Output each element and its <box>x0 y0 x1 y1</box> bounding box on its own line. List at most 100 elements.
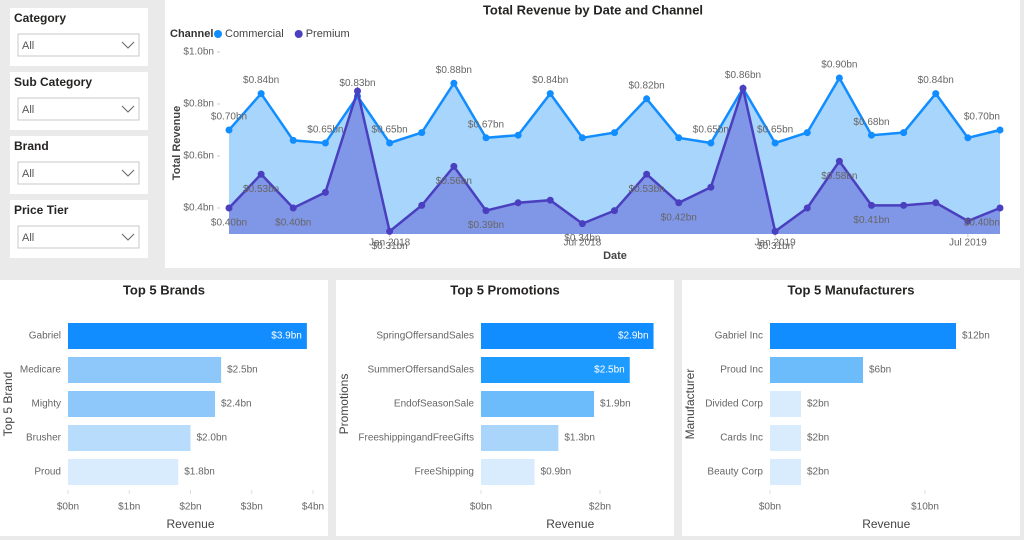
data-label: $2.5bn <box>227 365 258 376</box>
point <box>964 134 972 142</box>
point <box>386 139 394 147</box>
point <box>803 129 811 137</box>
x-tick-label: $2bn <box>179 502 201 513</box>
data-label: $0.40bn <box>964 218 1000 229</box>
legend-marker <box>214 30 222 38</box>
y-axis-title: Total Revenue <box>171 106 183 180</box>
legend-label: Premium <box>306 28 350 40</box>
data-label: $0.53bn <box>629 184 665 195</box>
dropdown[interactable] <box>17 33 140 57</box>
data-label: $0.70bn <box>211 112 247 123</box>
data-label: $3.9bn <box>271 331 302 342</box>
data-label: $6bn <box>869 365 891 376</box>
legend-marker <box>294 30 303 38</box>
data-label: $0.53bn <box>243 184 279 195</box>
bar <box>481 323 654 349</box>
data-label: $2.5bn <box>594 365 625 376</box>
x-axis-title: Date <box>603 250 627 262</box>
data-label: $1.9bn <box>600 399 631 410</box>
area <box>229 88 1000 235</box>
y-tick-label: Divided Corp <box>705 399 763 410</box>
y-tick-label: Medicare <box>20 365 62 376</box>
chevron[interactable] <box>121 41 135 49</box>
bar <box>68 391 215 417</box>
bar <box>68 425 191 451</box>
data-label: $0.90bn <box>821 60 857 71</box>
chevron[interactable] <box>121 169 135 177</box>
data-label: $0.40bn <box>275 218 311 229</box>
x-tick-label: $1bn <box>118 502 140 513</box>
y-tick-label: Gabriel <box>29 331 61 342</box>
slicer-label: Category <box>14 11 66 25</box>
point <box>996 126 1004 134</box>
x-tick-label: Jan 2018 <box>369 238 411 249</box>
y-tick-label: Cards Inc <box>720 433 763 444</box>
point <box>546 90 554 98</box>
dropdown[interactable] <box>17 97 140 121</box>
bar <box>770 391 801 417</box>
chevron[interactable] <box>121 233 135 241</box>
data-label: $0.42bn <box>661 212 697 223</box>
point <box>707 139 715 147</box>
point <box>321 139 329 147</box>
x-tick-label: $0bn <box>57 502 79 513</box>
x-tick-label: Jul 2019 <box>949 238 987 249</box>
point <box>675 134 683 142</box>
legend-label: Commercial <box>225 28 284 40</box>
chart-title: Total Revenue by Date and Channel <box>483 2 703 17</box>
dropdown-value[interactable]: All <box>22 40 34 52</box>
x-axis-title: Revenue <box>166 517 214 531</box>
point <box>900 129 908 137</box>
data-label: $0.65bn <box>693 125 729 136</box>
data-label: $2bn <box>807 467 829 478</box>
y-tick-label: Beauty Corp <box>707 467 763 478</box>
point <box>739 84 747 92</box>
bar <box>770 459 801 485</box>
point <box>835 74 843 82</box>
x-tick-label: $10bn <box>911 502 939 513</box>
x-tick-label: $2bn <box>589 502 611 513</box>
data-label: $0.84bn <box>243 75 279 86</box>
y-axis-title: Top 5 Brand <box>1 372 15 437</box>
x-tick-label: $4bn <box>302 502 324 513</box>
dropdown-value[interactable]: All <box>22 168 34 180</box>
data-label: $0.84bn <box>532 75 568 86</box>
panel <box>682 280 1020 536</box>
chevron[interactable] <box>121 105 135 113</box>
point <box>450 79 458 87</box>
bar <box>481 425 559 451</box>
point <box>643 95 651 103</box>
dropdown[interactable] <box>17 225 140 249</box>
point <box>514 131 522 139</box>
data-label: $0.70bn <box>964 112 1000 123</box>
dropdown[interactable] <box>17 161 140 185</box>
point <box>514 199 522 207</box>
data-label: $0.41bn <box>853 215 889 226</box>
x-tick-label: Jan 2019 <box>755 238 797 249</box>
point <box>418 129 426 137</box>
legend-title: Channel <box>170 28 213 40</box>
point <box>707 183 715 191</box>
slicer-label: Sub Category <box>14 75 92 89</box>
data-label: $0.31bn <box>757 241 793 252</box>
dropdown-value[interactable]: All <box>22 232 34 244</box>
y-tick-label: FreeShipping <box>415 467 474 478</box>
point <box>257 170 265 178</box>
y-tick-label: Brusher <box>26 433 62 444</box>
dropdown-value[interactable]: All <box>22 104 34 116</box>
data-label: $0.34bn <box>564 233 600 244</box>
y-axis-title: Manufacturer <box>683 369 697 440</box>
point <box>771 139 779 147</box>
y-tick-label: $0.6bn <box>183 151 214 162</box>
bar <box>68 323 307 349</box>
point <box>450 162 458 170</box>
point <box>225 204 233 212</box>
point <box>771 227 779 235</box>
data-label: $0.56bn <box>436 176 472 187</box>
point <box>289 204 297 212</box>
bar <box>770 425 801 451</box>
data-label: $0.83bn <box>339 78 375 89</box>
x-tick-label: $0bn <box>759 502 781 513</box>
point <box>868 131 875 139</box>
